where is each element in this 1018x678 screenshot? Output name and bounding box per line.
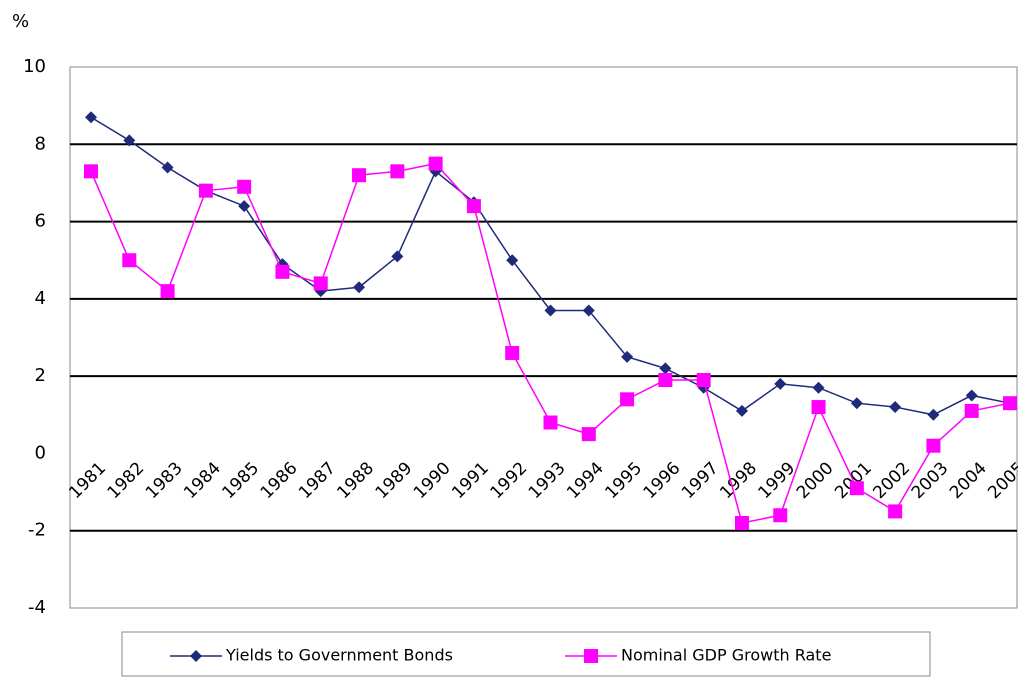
x-tick-label: 1998 (716, 458, 761, 503)
data-point (849, 481, 864, 496)
legend-marker (190, 650, 202, 662)
y-tick-label: -2 (28, 520, 46, 541)
data-point (505, 345, 520, 360)
x-tick-label: 2004 (946, 458, 991, 503)
data-point (812, 381, 825, 394)
x-tick-label: 1993 (525, 458, 570, 503)
data-point (85, 111, 97, 124)
x-tick-label: 2003 (908, 458, 953, 503)
data-point (544, 304, 557, 317)
data-point (391, 250, 404, 263)
data-point (428, 156, 443, 171)
legend-label: Yields to Government Bonds (225, 646, 453, 665)
data-point (811, 400, 826, 415)
x-tick-label: 1990 (410, 458, 455, 503)
x-tick-label: 1995 (601, 458, 646, 503)
data-point (466, 199, 481, 214)
data-point (659, 362, 672, 375)
data-point (620, 392, 635, 407)
data-point (581, 427, 596, 442)
y-tick-label: 10 (23, 56, 46, 77)
plot-area (69, 66, 1018, 609)
data-point (927, 408, 940, 421)
data-point (237, 179, 252, 194)
data-point (352, 168, 367, 183)
data-point (275, 264, 290, 279)
data-point (390, 164, 405, 179)
data-point (160, 284, 175, 299)
data-point (198, 183, 213, 198)
data-point (543, 415, 558, 430)
x-tick-label: 1997 (678, 458, 723, 503)
x-tick-label: 2002 (869, 458, 914, 503)
data-point (582, 304, 595, 317)
data-point (1003, 396, 1017, 411)
data-point (735, 404, 748, 417)
data-point (161, 161, 174, 174)
x-tick-label: 1992 (487, 458, 532, 503)
x-tick-label: 1989 (372, 458, 417, 503)
data-point (621, 350, 634, 363)
y-tick-label: -4 (28, 597, 46, 618)
x-tick-label: 1983 (142, 458, 187, 503)
data-point (353, 281, 366, 294)
x-tick-label: 1991 (448, 458, 493, 503)
data-point (84, 164, 98, 179)
data-point (926, 438, 941, 453)
data-point (123, 134, 136, 147)
data-point (773, 508, 788, 523)
legend-marker (584, 649, 598, 663)
data-point (850, 397, 863, 410)
x-tick-label: 1982 (104, 458, 149, 503)
data-point (658, 373, 673, 388)
legend (121, 631, 931, 677)
y-tick-label: 2 (35, 365, 46, 386)
x-tick-label: 1985 (219, 458, 264, 503)
y-tick-label: 0 (35, 442, 46, 463)
data-point (696, 373, 711, 388)
data-point (238, 200, 251, 213)
y-tick-label: 4 (35, 288, 46, 309)
x-tick-label: 2005 (984, 458, 1018, 503)
y-tick-label: 6 (35, 211, 46, 232)
data-point (506, 254, 519, 267)
data-point (964, 403, 979, 418)
data-point (889, 401, 902, 414)
data-point (888, 504, 903, 519)
series-line (90, 116, 1011, 416)
x-tick-label: 1996 (640, 458, 685, 503)
x-tick-label: 1994 (563, 458, 608, 503)
data-point (122, 253, 137, 268)
y-tick-label: 8 (35, 133, 46, 154)
data-point (313, 276, 328, 291)
data-point (965, 389, 978, 402)
x-tick-label: 1981 (65, 458, 110, 503)
x-tick-label: 1984 (180, 458, 225, 503)
x-tick-label: 1986 (257, 458, 302, 503)
x-tick-label: 1988 (333, 458, 378, 503)
x-tick-label: 2000 (793, 458, 838, 503)
data-point (734, 515, 749, 530)
data-point (774, 377, 787, 390)
legend-label: Nominal GDP Growth Rate (621, 646, 831, 665)
x-tick-label: 1987 (295, 458, 340, 503)
y-axis-label: % (12, 11, 29, 32)
